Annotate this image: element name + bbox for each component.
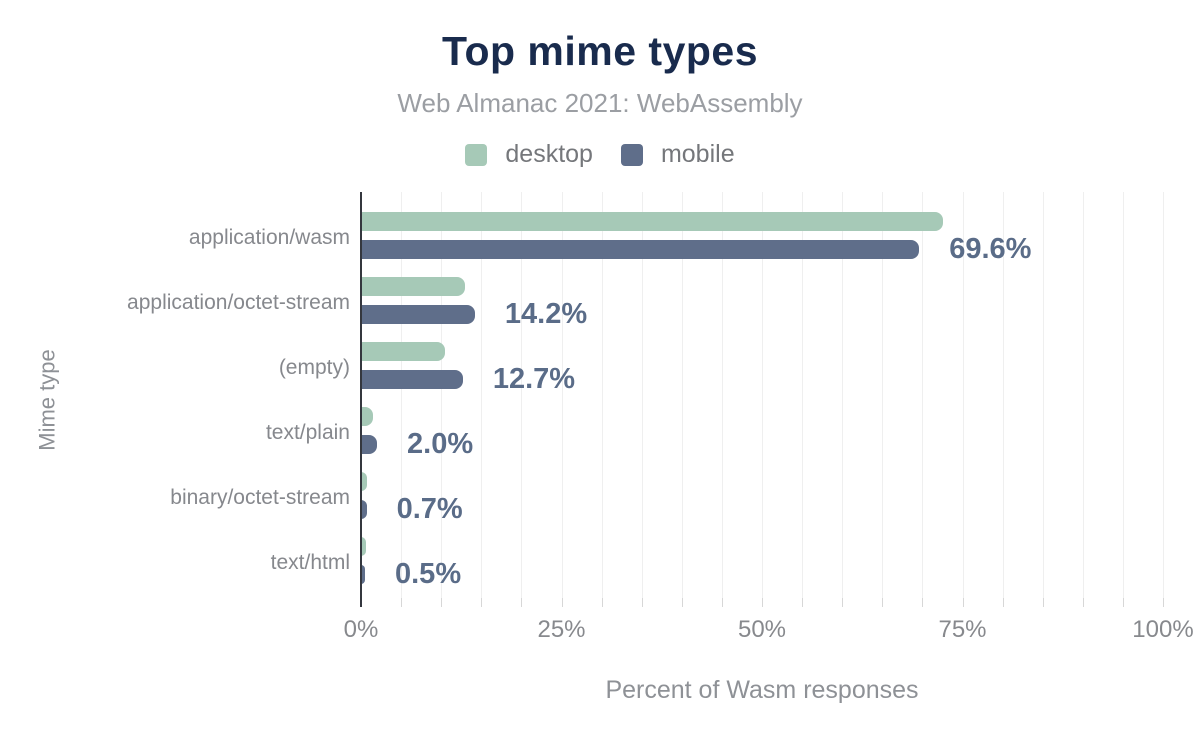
x-tick-mark: [1082, 598, 1084, 607]
gridline-vertical: [762, 192, 763, 598]
category-labels-column: application/wasm application/octet-strea…: [0, 192, 350, 611]
gridline-vertical: [721, 192, 723, 598]
gridline-vertical: [521, 192, 523, 598]
x-tick-label: 100%: [1132, 616, 1194, 643]
x-tick-mark: [802, 598, 804, 607]
bar-group: 14.2%: [361, 270, 1163, 335]
value-label: 0.5%: [395, 557, 462, 590]
x-tick-mark: [1163, 598, 1164, 607]
chart-title: Top mime types: [441, 28, 759, 74]
gridline-vertical: [401, 192, 403, 598]
gridline-vertical: [481, 192, 483, 598]
legend-label-desktop: desktop: [505, 140, 593, 168]
x-tick-mark: [882, 598, 884, 607]
desktop-bar[interactable]: [361, 276, 466, 296]
mobile-swatch-icon: [620, 143, 643, 166]
gridline-vertical: [1002, 192, 1004, 598]
mobile-bar[interactable]: [361, 369, 463, 389]
x-tick-mark: [441, 598, 443, 607]
mobile-bar[interactable]: [361, 239, 920, 259]
x-tick-label: 75%: [938, 616, 987, 643]
bar-group: 0.5%: [361, 530, 1163, 595]
bar-group: 12.7%: [361, 335, 1163, 400]
gridline-vertical: [882, 192, 884, 598]
x-axis-tick-labels: 0% 25% 50% 75% 100%: [344, 616, 1194, 644]
legend-item-desktop[interactable]: desktop: [465, 140, 593, 169]
x-tick-label: 50%: [737, 616, 787, 643]
bar-group: 69.6%: [361, 205, 1163, 270]
value-label: 14.2%: [504, 297, 588, 330]
gridline-vertical: [1122, 192, 1124, 598]
value-label: 0.7%: [396, 492, 463, 525]
desktop-bar[interactable]: [361, 211, 944, 231]
gridline-vertical: [641, 192, 643, 598]
category-label: binary/octet-stream: [170, 485, 350, 509]
mobile-bar[interactable]: [361, 434, 378, 454]
legend-label-mobile: mobile: [660, 140, 735, 168]
value-label: 2.0%: [407, 427, 474, 460]
desktop-bar[interactable]: [361, 341, 446, 361]
gridline-vertical: [922, 192, 924, 598]
mobile-bar[interactable]: [361, 499, 367, 519]
gridline-vertical: [441, 192, 443, 598]
bar-rows: 69.6% 14.2% 12.7% 2.0%: [361, 192, 1163, 595]
category-label: text/html: [270, 550, 350, 574]
gridline-vertical: [1042, 192, 1044, 598]
x-tick-mark: [1002, 598, 1004, 607]
desktop-bar[interactable]: [361, 406, 374, 426]
x-tick-mark: [481, 598, 483, 607]
gridline-vertical: [601, 192, 603, 598]
legend-item-mobile[interactable]: mobile: [620, 140, 735, 169]
gridline-vertical: [802, 192, 804, 598]
desktop-swatch-icon: [465, 143, 488, 166]
x-tick-mark: [922, 598, 924, 607]
category-label: text/plain: [265, 420, 350, 444]
x-tick-mark: [1042, 598, 1044, 607]
x-tick-mark: [401, 598, 403, 607]
desktop-bar[interactable]: [361, 471, 368, 491]
x-axis-tick-strip: [361, 598, 1164, 607]
category-label: application/octet-stream: [127, 290, 350, 314]
gridline-vertical: [842, 192, 844, 598]
x-tick-mark: [601, 598, 603, 607]
x-tick-mark: [721, 598, 723, 607]
value-label: 12.7%: [492, 362, 576, 395]
mobile-bar[interactable]: [361, 564, 365, 584]
gridline-vertical: [561, 192, 563, 598]
y-axis-line: [360, 192, 362, 607]
desktop-bar[interactable]: [361, 536, 366, 556]
x-tick-mark: [842, 598, 844, 607]
x-tick-label: 25%: [537, 616, 586, 643]
x-tick-mark: [641, 598, 643, 607]
x-tick-mark: [1122, 598, 1124, 607]
gridline-vertical: [962, 192, 964, 598]
bar-group: 0.7%: [361, 465, 1163, 530]
x-tick-mark: [962, 598, 964, 607]
x-axis-title: Percent of Wasm responses: [605, 676, 919, 704]
x-tick-mark: [681, 598, 683, 607]
gridline-vertical: [681, 192, 683, 598]
value-label: 69.6%: [949, 232, 1032, 265]
gridline-vertical: [1082, 192, 1084, 598]
bar-group: 2.0%: [361, 400, 1163, 465]
x-tick-mark: [762, 598, 763, 607]
x-tick-mark: [561, 598, 563, 607]
plot-area: 69.6% 14.2% 12.7% 2.0%: [361, 192, 1164, 598]
legend: desktop mobile: [0, 140, 1200, 169]
category-label: (empty): [278, 355, 350, 379]
mobile-bar[interactable]: [361, 304, 475, 324]
x-tick-mark: [521, 598, 523, 607]
x-tick-label: 0%: [343, 616, 379, 643]
gridline-vertical: [1163, 192, 1164, 598]
chart-subtitle: Web Almanac 2021: WebAssembly: [397, 88, 803, 118]
category-label: application/wasm: [188, 225, 350, 249]
